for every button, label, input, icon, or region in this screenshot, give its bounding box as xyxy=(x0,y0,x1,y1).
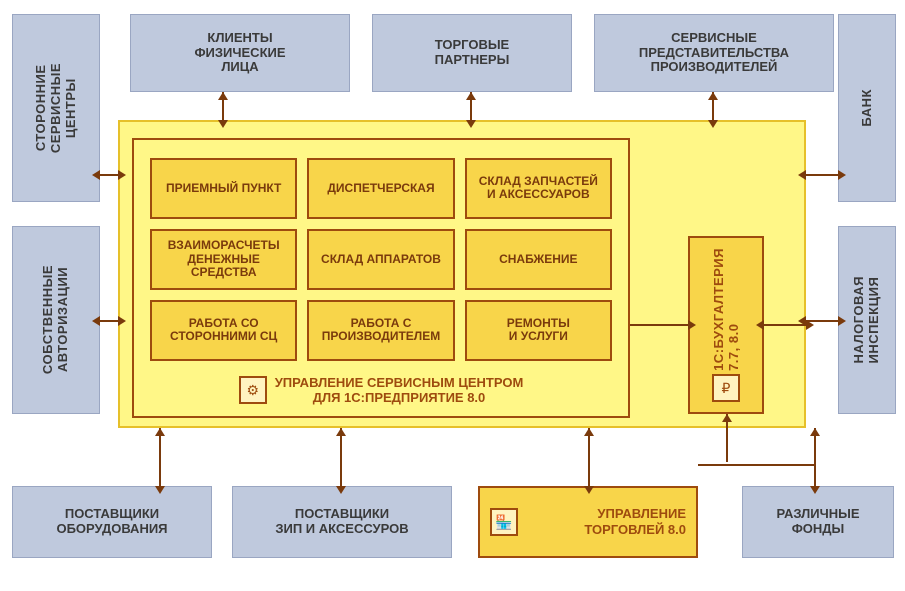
ext-tax-label: НАЛОГОВАЯИНСПЕКЦИЯ xyxy=(852,276,882,363)
trade-box: 🏪 УПРАВЛЕНИЕТОРГОВЛЕЙ 8.0 xyxy=(478,486,698,558)
ext-partners-label: ТОРГОВЫЕПАРТНЕРЫ xyxy=(435,38,510,68)
panel-title-row: ⚙ УПРАВЛЕНИЕ СЕРВИСНЫМ ЦЕНТРОМДЛЯ 1С:ПРЕ… xyxy=(134,369,628,416)
ext-bank-label: БАНК xyxy=(860,89,875,127)
ext-third-party-sc-label: СТОРОННИЕСЕРВИСНЫЕЦЕНТРЫ xyxy=(34,63,79,153)
arrow-sup-zip xyxy=(336,428,346,486)
arrow-funds xyxy=(810,428,820,486)
ext-bank: БАНК xyxy=(838,14,896,202)
arrow-trade xyxy=(584,428,594,486)
ext-own-auth: СОБСТВЕННЫЕАВТОРИЗАЦИИ xyxy=(12,226,100,414)
ext-service-reps-label: СЕРВИСНЫЕПРЕДСТАВИТЕЛЬСТВАПРОИЗВОДИТЕЛЕЙ xyxy=(639,31,789,76)
ext-partners: ТОРГОВЫЕПАРТНЕРЫ xyxy=(372,14,572,92)
main-system-panel: ПРИЕМНЫЙ ПУНКТ ДИСПЕТЧЕРСКАЯ СКЛАД ЗАПЧА… xyxy=(132,138,630,418)
accounting-label: 1С:БУХГАЛТЕРИЯ7.7, 8.0 xyxy=(711,248,741,371)
system-icon: ⚙ xyxy=(239,376,267,404)
arrow-service-reps xyxy=(708,92,718,120)
ext-clients: КЛИЕНТЫФИЗИЧЕСКИЕЛИЦА xyxy=(130,14,350,92)
arrow-bank xyxy=(806,170,838,180)
ext-sup-zip: ПОСТАВЩИКИЗИП И АКСЕССУРОВ xyxy=(232,486,452,558)
ext-sup-zip-label: ПОСТАВЩИКИЗИП И АКСЕССУРОВ xyxy=(275,507,408,537)
system-title: УПРАВЛЕНИЕ СЕРВИСНЫМ ЦЕНТРОМДЛЯ 1С:ПРЕДП… xyxy=(275,375,524,406)
mod-manufacturer: РАБОТА СПРОИЗВОДИТЕЛЕМ xyxy=(307,300,454,361)
ext-sup-equip-label: ПОСТАВЩИКИОБОРУДОВАНИЯ xyxy=(56,507,167,537)
mod-repairs: РЕМОНТЫИ УСЛУГИ xyxy=(465,300,612,361)
arrow-partners xyxy=(466,92,476,120)
arrow-clients xyxy=(218,92,228,120)
mod-settlements: ВЗАИМОРАСЧЕТЫДЕНЕЖНЫЕСРЕДСТВА xyxy=(150,229,297,290)
trade-label: УПРАВЛЕНИЕТОРГОВЛЕЙ 8.0 xyxy=(526,506,686,537)
arrow-own-auth xyxy=(100,316,118,326)
ext-sup-equip: ПОСТАВЩИКИОБОРУДОВАНИЯ xyxy=(12,486,212,558)
arrow-third-party-sc xyxy=(100,170,118,180)
ext-third-party-sc: СТОРОННИЕСЕРВИСНЫЕЦЕНТРЫ xyxy=(12,14,100,202)
mod-external-sc: РАБОТА СОСТОРОННИМИ СЦ xyxy=(150,300,297,361)
mod-supply: СНАБЖЕНИЕ xyxy=(465,229,612,290)
mod-dispatch: ДИСПЕТЧЕРСКАЯ xyxy=(307,158,454,219)
arrow-accounting-down xyxy=(722,414,732,462)
ext-funds: РАЗЛИЧНЫЕФОНДЫ xyxy=(742,486,894,558)
ext-own-auth-label: СОБСТВЕННЫЕАВТОРИЗАЦИИ xyxy=(41,265,71,374)
mod-parts-warehouse: СКЛАД ЗАПЧАСТЕЙИ АКСЕССУАРОВ xyxy=(465,158,612,219)
mod-reception: ПРИЕМНЫЙ ПУНКТ xyxy=(150,158,297,219)
arrow-accounting-out xyxy=(764,320,806,330)
accounting-icon: ₽ xyxy=(712,374,740,402)
ext-service-reps: СЕРВИСНЫЕПРЕДСТАВИТЕЛЬСТВАПРОИЗВОДИТЕЛЕЙ xyxy=(594,14,834,92)
arrow-acct-to-funds-h xyxy=(698,460,816,470)
arrow-sup-equip xyxy=(155,428,165,486)
mod-device-warehouse: СКЛАД АППАРАТОВ xyxy=(307,229,454,290)
arrow-panel-to-accounting xyxy=(630,320,688,330)
ext-funds-label: РАЗЛИЧНЫЕФОНДЫ xyxy=(776,507,859,537)
ext-tax: НАЛОГОВАЯИНСПЕКЦИЯ xyxy=(838,226,896,414)
trade-icon: 🏪 xyxy=(490,508,518,536)
accounting-box: 1С:БУХГАЛТЕРИЯ7.7, 8.0 ₽ xyxy=(688,236,764,414)
ext-clients-label: КЛИЕНТЫФИЗИЧЕСКИЕЛИЦА xyxy=(194,31,285,76)
module-grid: ПРИЕМНЫЙ ПУНКТ ДИСПЕТЧЕРСКАЯ СКЛАД ЗАПЧА… xyxy=(134,140,628,369)
